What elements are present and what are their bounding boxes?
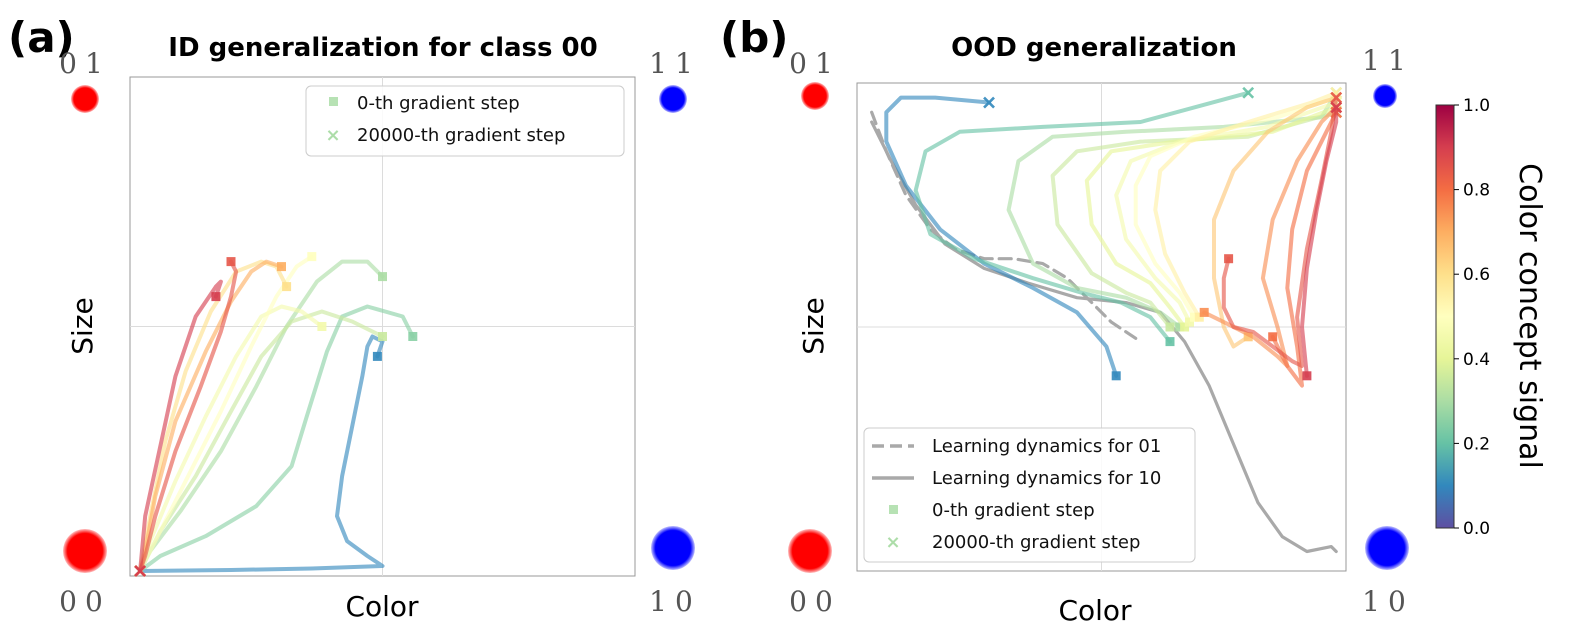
x-axis-label-a: Color <box>345 590 419 623</box>
trajectory-b-12 <box>1300 105 1339 378</box>
trajectory-a-1 <box>138 304 415 573</box>
trajectory-a-2 <box>138 259 385 573</box>
corner-dot-01-b <box>801 82 829 110</box>
trajectory-a-7 <box>138 259 284 573</box>
corner-label-01-b: 01 <box>789 47 841 80</box>
trajectory-a-3 <box>138 309 385 573</box>
corner-dot-11-b <box>1373 84 1397 108</box>
corner-dot-10-b <box>1365 526 1409 570</box>
corner-label-00-a: 00 <box>59 585 111 618</box>
end-marker-b-1 <box>1242 86 1255 99</box>
panel-b-letter: (b) <box>720 13 788 62</box>
corner-dot-11-a <box>659 85 687 113</box>
trajectory-b-5 <box>1114 100 1339 325</box>
corner-label-00-b: 00 <box>789 585 841 618</box>
end-marker-b-12 <box>1330 101 1343 114</box>
trajectory-b-4 <box>1084 105 1339 329</box>
colorbar-tick-label-5: 1.0 <box>1463 96 1490 116</box>
legend-marker-square-a <box>329 97 338 106</box>
panel-a-letter: (a) <box>8 13 75 62</box>
trajectory-a-0 <box>138 334 385 573</box>
legend-item-b-1: Learning dynamics for 10 <box>932 468 1161 489</box>
corner-dot-00-a <box>63 529 107 573</box>
legend-a: 0-th gradient step × 20000-th gradient s… <box>305 85 625 157</box>
y-axis-label-a: Size <box>66 297 99 354</box>
legend-item-b-2: 0-th gradient step <box>932 500 1095 521</box>
end-marker-b-0 <box>983 96 995 109</box>
end-marker-a-9 <box>134 565 147 577</box>
legend-item-a-1: 20000-th gradient step <box>357 125 565 146</box>
trajectory-b-10 <box>1270 110 1339 388</box>
start-marker-a-4 <box>317 322 327 331</box>
end-marker-b-11 <box>1330 91 1343 104</box>
trajectory-a-9 <box>138 279 223 573</box>
start-marker-a-9 <box>211 292 221 302</box>
trajectory-a-8 <box>138 259 239 573</box>
legend-marker-square-b <box>889 505 898 514</box>
colorbar-tick-label-4: 0.8 <box>1463 181 1490 201</box>
y-axis-label-b: Size <box>797 297 830 354</box>
start-marker-b-6 <box>1189 312 1199 322</box>
colorbar-tick-label-3: 0.6 <box>1463 265 1490 285</box>
colorbar-tick-label-0: 0.0 <box>1463 519 1490 539</box>
trajectory-a-4 <box>138 304 324 573</box>
colorbar: 0.0 0.2 0.4 0.6 0.8 1.0 Color concept signal <box>1435 96 1547 539</box>
colorbar-label: Color concept signal <box>1512 163 1547 469</box>
start-marker-b-2 <box>1175 322 1185 332</box>
start-marker-a-5 <box>307 252 317 262</box>
start-marker-b-0 <box>1111 371 1121 381</box>
start-marker-b-5 <box>1185 317 1194 327</box>
legend-box-a <box>305 85 625 157</box>
start-marker-a-7 <box>277 262 286 272</box>
start-marker-b-4 <box>1180 322 1190 332</box>
panel-a-title: ID generalization for class 00 <box>168 33 597 63</box>
trajectory-a-5 <box>138 254 314 573</box>
start-marker-a-1 <box>408 332 418 341</box>
corner-label-11-b: 11 <box>1362 44 1414 77</box>
start-marker-a-0 <box>372 351 382 361</box>
trajectory-b-9 <box>1202 105 1339 368</box>
legend-marker-x-a: × <box>325 125 340 146</box>
legend-item-b-3: 20000-th gradient step <box>932 532 1140 553</box>
start-marker-b-12 <box>1302 371 1312 381</box>
corner-label-10-b: 10 <box>1362 585 1414 618</box>
colorbar-tick-label-2: 0.4 <box>1463 350 1490 370</box>
start-marker-a-6 <box>282 282 292 292</box>
corner-dot-10-a <box>651 526 695 570</box>
legend-box-b <box>863 427 1196 563</box>
corner-label-10-a: 10 <box>649 585 701 618</box>
start-marker-a-3 <box>378 332 387 341</box>
panel-a: (a) ID generalization for class 00 01 11… <box>8 13 701 623</box>
colorbar-ticks: 0.0 0.2 0.4 0.6 0.8 1.0 <box>1454 96 1490 539</box>
trajectory-b-8 <box>1212 95 1339 349</box>
trajectory-b-7 <box>1153 90 1339 320</box>
start-marker-b-9 <box>1199 307 1209 317</box>
corner-dot-01-a <box>71 85 99 113</box>
legend-item-b-0: Learning dynamics for 01 <box>932 436 1161 457</box>
trajectory-b-1 <box>913 90 1251 344</box>
start-marker-a-2 <box>378 272 387 282</box>
start-marker-a-8 <box>226 257 236 267</box>
start-marker-b-7 <box>1194 312 1204 322</box>
legend-item-a-0: 0-th gradient step <box>357 93 520 114</box>
trajectories-a <box>134 252 418 577</box>
start-marker-b-11 <box>1224 254 1234 264</box>
colorbar-tick-label-1: 0.2 <box>1463 434 1490 454</box>
colorbar-gradient <box>1435 104 1455 529</box>
legend-marker-x-b: × <box>885 532 900 553</box>
legend-b: Learning dynamics for 01 Learning dynami… <box>863 427 1196 563</box>
start-marker-b-8 <box>1243 332 1253 342</box>
start-marker-b-10 <box>1268 332 1278 342</box>
panel-b-title: OOD generalization <box>951 33 1237 63</box>
trajectory-b-6 <box>1133 95 1339 320</box>
panel-b: (b) OOD generalization 01 11 00 10 Color… <box>720 13 1414 627</box>
corner-label-11-a: 11 <box>649 47 701 80</box>
start-marker-b-3 <box>1165 322 1175 332</box>
trajectories-b <box>884 86 1343 388</box>
learning-dynamics-line-b-0 <box>870 110 1143 344</box>
x-axis-label-b: Color <box>1058 594 1132 627</box>
corner-dot-00-b <box>788 529 832 573</box>
start-marker-b-1 <box>1165 337 1175 347</box>
corner-label-01-a: 01 <box>59 47 111 80</box>
